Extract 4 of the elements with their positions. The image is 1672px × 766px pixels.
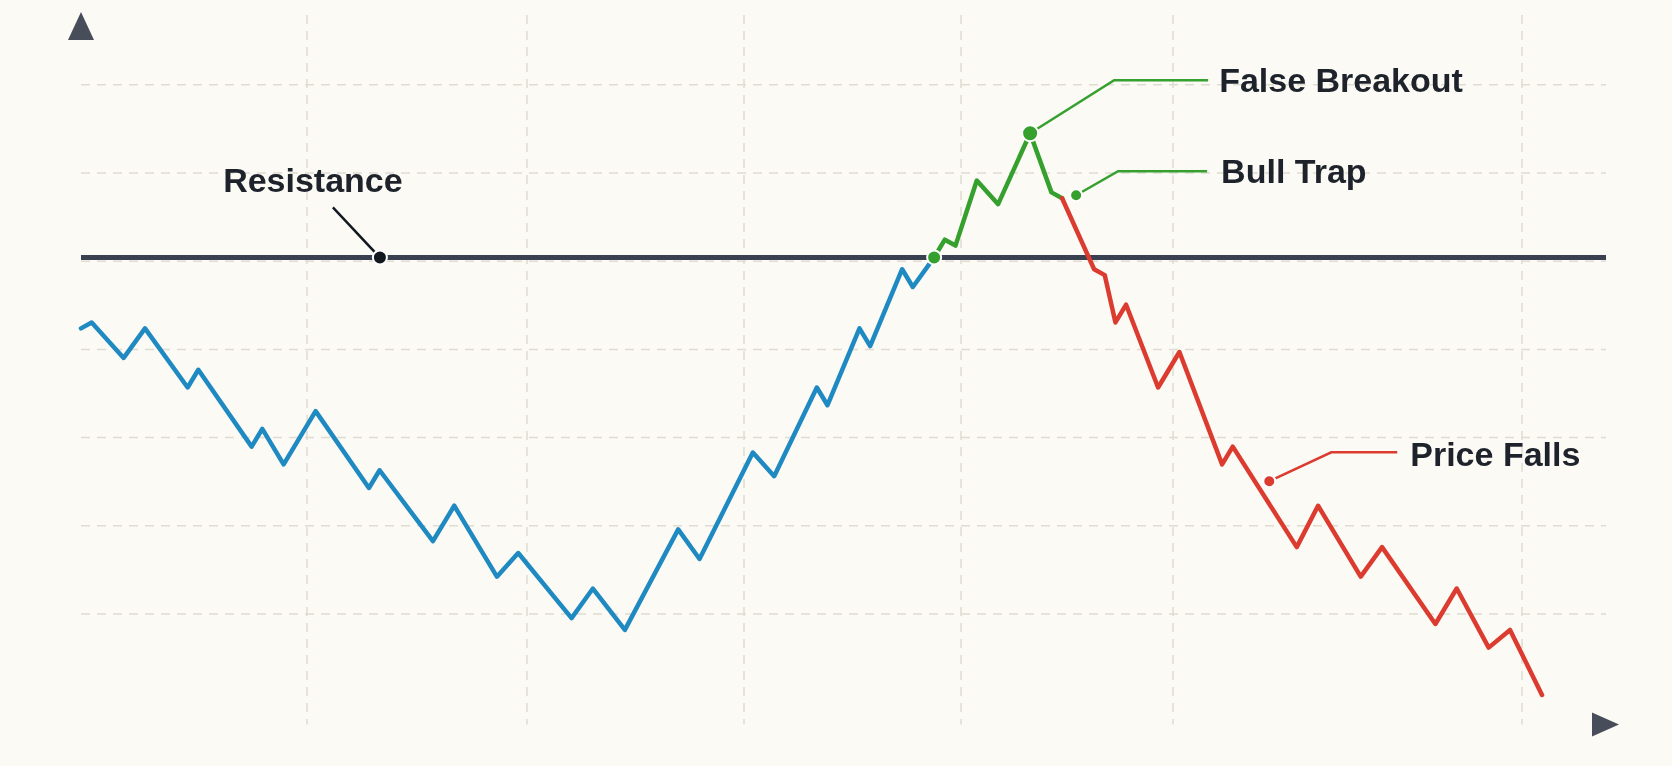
annotation: Bull Trap — [1221, 152, 1367, 191]
ref-line-label: Resistance — [223, 161, 403, 200]
text: False Breakout — [1219, 61, 1463, 100]
annotation: Price Falls — [1410, 435, 1581, 474]
